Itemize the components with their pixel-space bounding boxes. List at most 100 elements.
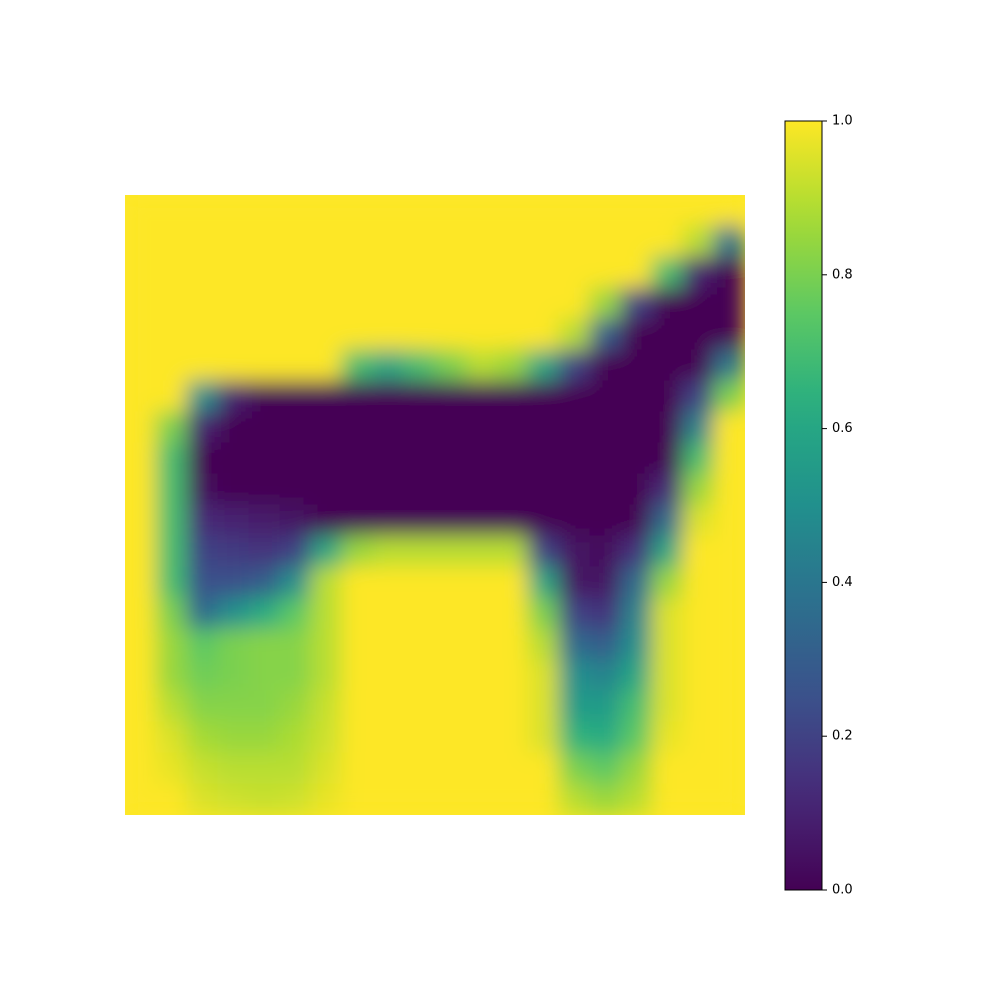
heatmap-cell [403, 442, 436, 475]
heatmap-cell [155, 225, 188, 258]
heatmap-cell [217, 287, 250, 320]
heatmap-cell [279, 659, 312, 692]
heatmap-cell [341, 783, 374, 815]
heatmap-cell [589, 349, 622, 382]
heatmap-cell [341, 349, 374, 382]
heatmap-cell [465, 195, 498, 227]
heatmap-cell [125, 442, 157, 475]
heatmap-cell [279, 566, 312, 599]
heatmap-cell [279, 256, 312, 289]
heatmap-cell [341, 659, 374, 692]
heatmap-cell [465, 721, 498, 754]
heatmap-cell [651, 752, 684, 785]
heatmap-cell [248, 504, 281, 537]
heatmap-cell [248, 195, 281, 227]
heatmap-cell [682, 659, 715, 692]
heatmap-cell [589, 411, 622, 444]
heatmap-cell [465, 690, 498, 723]
heatmap-cell [217, 411, 250, 444]
heatmap-cell [682, 287, 715, 320]
heatmap-cell [248, 690, 281, 723]
heatmap-cell [310, 752, 343, 785]
heatmap-cell [310, 349, 343, 382]
heatmap-cell [372, 318, 405, 351]
heatmap-cell [713, 659, 745, 692]
heatmap-cell [341, 597, 374, 630]
heatmap-cell [341, 504, 374, 537]
heatmap-cell [279, 535, 312, 568]
heatmap-cell [496, 721, 529, 754]
heatmap-cell [310, 504, 343, 537]
heatmap-cell [186, 256, 219, 289]
heatmap-cell [186, 287, 219, 320]
heatmap-cell [310, 690, 343, 723]
heatmap-cell [341, 752, 374, 785]
heatmap-cell [496, 628, 529, 661]
heatmap-cell [125, 597, 157, 630]
heatmap-cell [465, 783, 498, 815]
heatmap-cell [186, 504, 219, 537]
heatmap-cell [434, 195, 467, 227]
heatmap-cell [403, 195, 436, 227]
heatmap-cell [713, 473, 745, 506]
heatmap-cell [125, 566, 157, 599]
heatmap-cell [403, 628, 436, 661]
heatmap-cell [558, 225, 591, 258]
heatmap-cell [155, 535, 188, 568]
heatmap-cell [434, 380, 467, 413]
heatmap-cell [248, 783, 281, 815]
heatmap-cell [620, 349, 653, 382]
heatmap-cell [620, 380, 653, 413]
heatmap-cell [217, 690, 250, 723]
heatmap-cell [465, 473, 498, 506]
heatmap-cell [465, 380, 498, 413]
heatmap-cell [155, 411, 188, 444]
heatmap-cell [496, 442, 529, 475]
heatmap-cell [279, 504, 312, 537]
heatmap-cell [186, 225, 219, 258]
heatmap-cell [651, 690, 684, 723]
heatmap-cell [310, 628, 343, 661]
heatmap-cell [403, 659, 436, 692]
heatmap-cell [527, 411, 560, 444]
heatmap-cell [341, 256, 374, 289]
heatmap-cell [155, 690, 188, 723]
heatmap-cell [558, 566, 591, 599]
heatmap-cell [527, 752, 560, 785]
heatmap-cell [217, 628, 250, 661]
heatmap-cell [217, 256, 250, 289]
heatmap-cell [527, 690, 560, 723]
heatmap-cell [651, 380, 684, 413]
heatmap-cell [279, 195, 312, 227]
heatmap-cell [682, 318, 715, 351]
heatmap-cell [558, 721, 591, 754]
heatmap-cell [558, 442, 591, 475]
heatmap-cell [527, 318, 560, 351]
heatmap-cell [496, 566, 529, 599]
heatmap-cell [186, 349, 219, 382]
heatmap-cell [217, 597, 250, 630]
heatmap-cell [186, 721, 219, 754]
heatmap-cell [713, 411, 745, 444]
heatmap-cell [217, 752, 250, 785]
heatmap-cell [713, 442, 745, 475]
heatmap-cell [558, 411, 591, 444]
heatmap-cell [125, 411, 157, 444]
heatmap-cell [682, 225, 715, 258]
heatmap-cell [310, 287, 343, 320]
heatmap-cell [527, 504, 560, 537]
heatmap-cell [434, 752, 467, 785]
heatmap-cell [372, 287, 405, 320]
heatmap-cell [403, 535, 436, 568]
heatmap-cell [310, 225, 343, 258]
heatmap-cell [279, 690, 312, 723]
heatmap-cell [496, 287, 529, 320]
heatmap-cell [651, 287, 684, 320]
heatmap-cell [434, 783, 467, 815]
heatmap-cell [341, 721, 374, 754]
heatmap-cell [248, 473, 281, 506]
heatmap-cell [527, 473, 560, 506]
heatmap-cell [310, 442, 343, 475]
heatmap-cell [248, 628, 281, 661]
heatmap-cell [589, 256, 622, 289]
